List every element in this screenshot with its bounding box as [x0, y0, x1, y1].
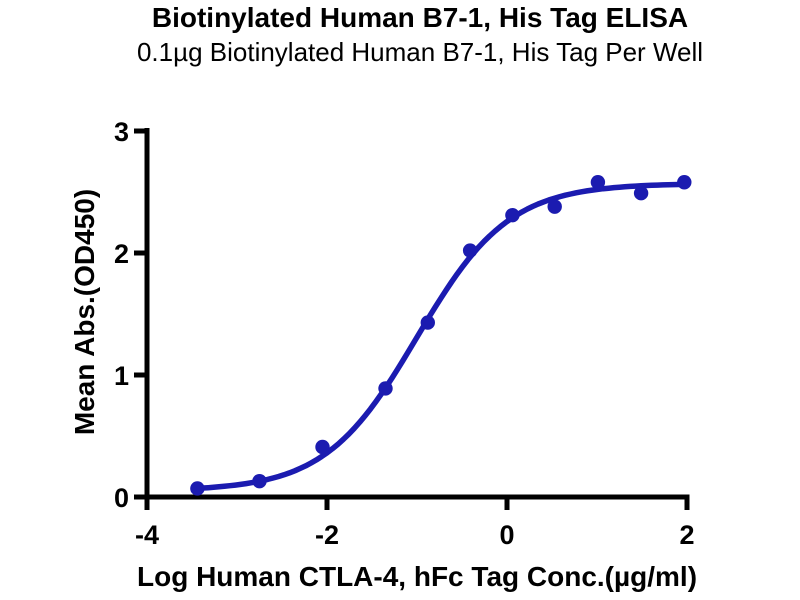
data-point [252, 473, 267, 489]
y-tick-label: 0 [114, 483, 129, 513]
data-point [505, 207, 520, 223]
chart-subtitle: 0.1µg Biotinylated Human B7-1, His Tag P… [136, 37, 704, 67]
y-tick-label: 3 [114, 117, 129, 147]
data-point [190, 481, 205, 496]
data-point [378, 381, 393, 396]
data-point [420, 315, 435, 330]
data-point [590, 175, 606, 190]
y-tick-label: 2 [114, 239, 129, 269]
data-point [677, 175, 692, 190]
x-axis-label: Log Human CTLA-4, hFc Tag Conc.(µg/ml) [136, 561, 698, 592]
x-tick-label: 2 [679, 520, 694, 550]
data-point [315, 439, 330, 455]
y-axis-label: Mean Abs.(OD450) [69, 188, 100, 436]
data-point [462, 243, 478, 258]
chart-title: Biotinylated Human B7-1, His Tag ELISA [151, 2, 689, 33]
data-point [633, 186, 649, 201]
x-tick-label: -2 [315, 520, 339, 550]
x-tick-label: 0 [499, 520, 514, 550]
data-point [547, 199, 562, 214]
x-tick-label: -4 [135, 520, 159, 550]
fit-curve [194, 181, 688, 492]
y-tick-label: 1 [114, 361, 129, 391]
